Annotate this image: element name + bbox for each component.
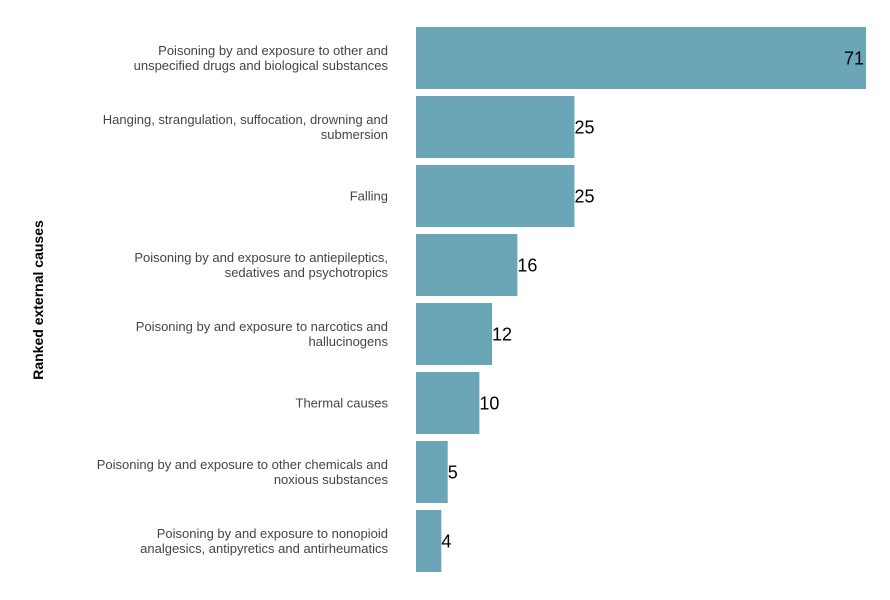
bar-5 — [416, 303, 493, 365]
bar-8 — [416, 510, 442, 572]
category-label-line: Poisoning by and exposure to other and — [158, 43, 388, 58]
bars-group — [416, 27, 866, 572]
value-label-7: 5 — [448, 463, 458, 483]
category-label-line: hallucinogens — [308, 334, 388, 349]
category-label-7: Poisoning by and exposure to other chemi… — [97, 457, 389, 487]
value-label-2: 25 — [574, 118, 594, 138]
category-label-line: Hanging, strangulation, suffocation, dro… — [103, 112, 388, 127]
value-label-8: 4 — [441, 532, 451, 552]
category-label-line: analgesics, antipyretics and antirheumat… — [140, 541, 388, 556]
category-label-line: unspecified drugs and biological substan… — [134, 58, 389, 73]
category-label-line: Poisoning by and exposure to other chemi… — [97, 457, 388, 472]
bar-3 — [416, 165, 575, 227]
category-label-line: noxious substances — [274, 472, 389, 487]
category-label-line: Poisoning by and exposure to nonopioid — [157, 526, 388, 541]
category-label-1: Poisoning by and exposure to other and un… — [134, 43, 389, 73]
value-label-3: 25 — [574, 187, 594, 207]
value-label-1: 71 — [844, 49, 864, 69]
value-label-4: 16 — [517, 256, 537, 276]
y-axis-label: Ranked external causes — [30, 220, 46, 380]
category-label-8: Poisoning by and exposure to nonopioid an… — [140, 526, 388, 556]
bar-1 — [416, 27, 866, 89]
category-label-line: Poisoning by and exposure to antiepilept… — [134, 250, 388, 265]
category-label-3: Falling — [350, 189, 388, 204]
bar-7 — [416, 441, 448, 503]
category-label-line: submersion — [321, 127, 388, 142]
category-label-line: Falling — [350, 189, 388, 204]
category-label-5: Poisoning by and exposure to narcotics a… — [136, 319, 389, 349]
value-label-6: 10 — [479, 394, 499, 414]
category-labels-group: Poisoning by and exposure to other and un… — [97, 43, 389, 556]
category-label-6: Thermal causes — [296, 396, 389, 411]
bar-6 — [416, 372, 480, 434]
category-label-2: Hanging, strangulation, suffocation, dro… — [103, 112, 388, 142]
category-label-4: Poisoning by and exposure to antiepilept… — [134, 250, 388, 280]
value-label-5: 12 — [492, 325, 512, 345]
bar-4 — [416, 234, 518, 296]
category-label-line: Poisoning by and exposure to narcotics a… — [136, 319, 388, 334]
category-label-line: sedatives and psychotropics — [225, 265, 389, 280]
category-label-line: Thermal causes — [296, 396, 389, 411]
bar-2 — [416, 96, 575, 158]
value-labels-group: 71 25 25 16 12 10 5 4 — [441, 49, 864, 552]
